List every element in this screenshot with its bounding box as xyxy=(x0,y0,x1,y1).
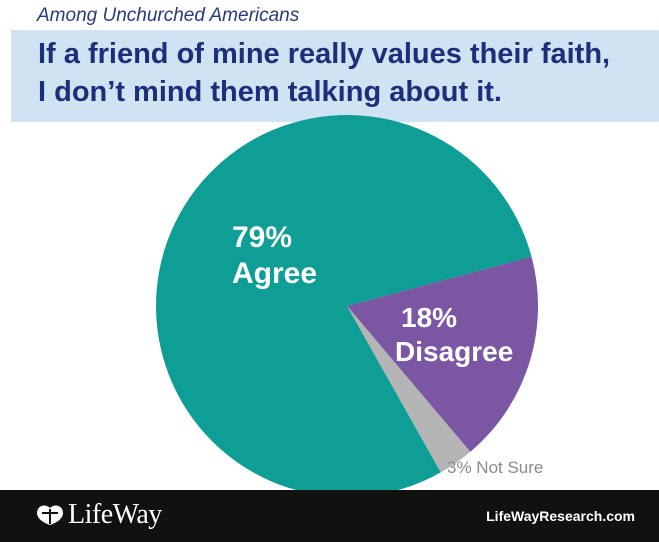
lifeway-logo-icon xyxy=(37,505,63,525)
agree-label-pct: 79% xyxy=(232,221,292,254)
logo-text: LifeWay xyxy=(68,499,162,530)
pie-slice-not-sure xyxy=(347,306,471,473)
footer-bar: LifeWay LifeWayResearch.com xyxy=(0,490,659,542)
disagree-label-name: Disagree xyxy=(395,336,513,367)
not-sure-label: 3% Not Sure xyxy=(447,458,543,477)
chart-title-line-2: I don’t mind them talking about it. xyxy=(38,76,502,108)
website-link[interactable]: LifeWayResearch.com xyxy=(486,508,635,524)
pie-slice-disagree xyxy=(347,256,538,452)
chart-title-line-1: If a friend of mine really values their … xyxy=(38,38,611,70)
agree-label-name: Agree xyxy=(232,257,317,290)
title-band xyxy=(11,30,659,122)
disagree-label-pct: 18% xyxy=(401,302,457,333)
lifeway-logo[interactable]: LifeWay xyxy=(36,499,162,530)
chart-subtitle: Among Unchurched Americans xyxy=(37,5,300,26)
pie-slice-agree xyxy=(156,114,532,497)
